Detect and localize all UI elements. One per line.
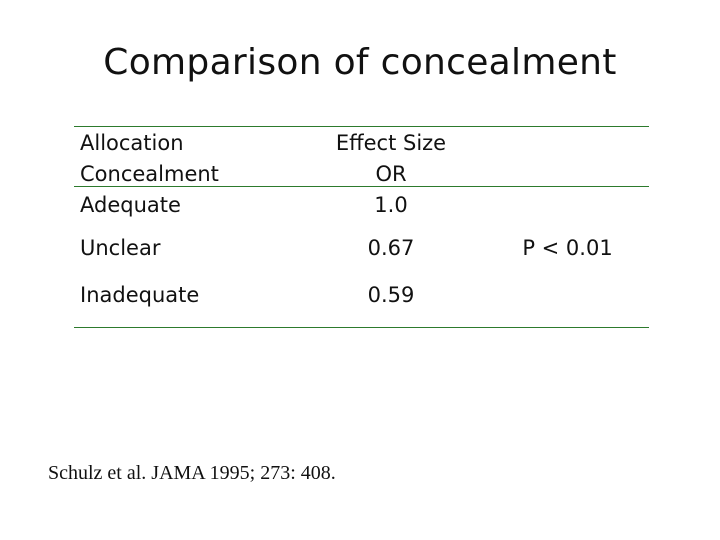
row-label-unclear: Unclear <box>80 236 161 260</box>
header-effect-cell: Effect Size OR 1.0 <box>318 128 464 221</box>
header-effect-line-1: Effect Size <box>335 131 447 155</box>
header-effect-line-2: OR <box>375 162 407 186</box>
row-effect-inadequate: 0.59 <box>367 283 415 307</box>
header-label-line-3: Adequate <box>80 193 181 217</box>
table-bottom-rule <box>74 327 649 328</box>
table-top-rule <box>74 126 649 127</box>
header-label-line-2: Concealment <box>80 162 219 186</box>
slide-title: Comparison of concealment <box>103 42 617 83</box>
row-p-value-unclear: P < 0.01 <box>522 236 613 260</box>
row-effect-unclear: 0.67 <box>367 236 415 260</box>
header-label-cell: Allocation Concealment Adequate <box>80 128 219 221</box>
table-header-rule <box>74 186 649 187</box>
header-label-line-1: Allocation <box>80 131 184 155</box>
header-effect-line-3: 1.0 <box>374 193 408 217</box>
source-citation: Schulz et al. JAMA 1995; 273: 408. <box>48 462 336 484</box>
row-label-inadequate: Inadequate <box>80 283 200 307</box>
